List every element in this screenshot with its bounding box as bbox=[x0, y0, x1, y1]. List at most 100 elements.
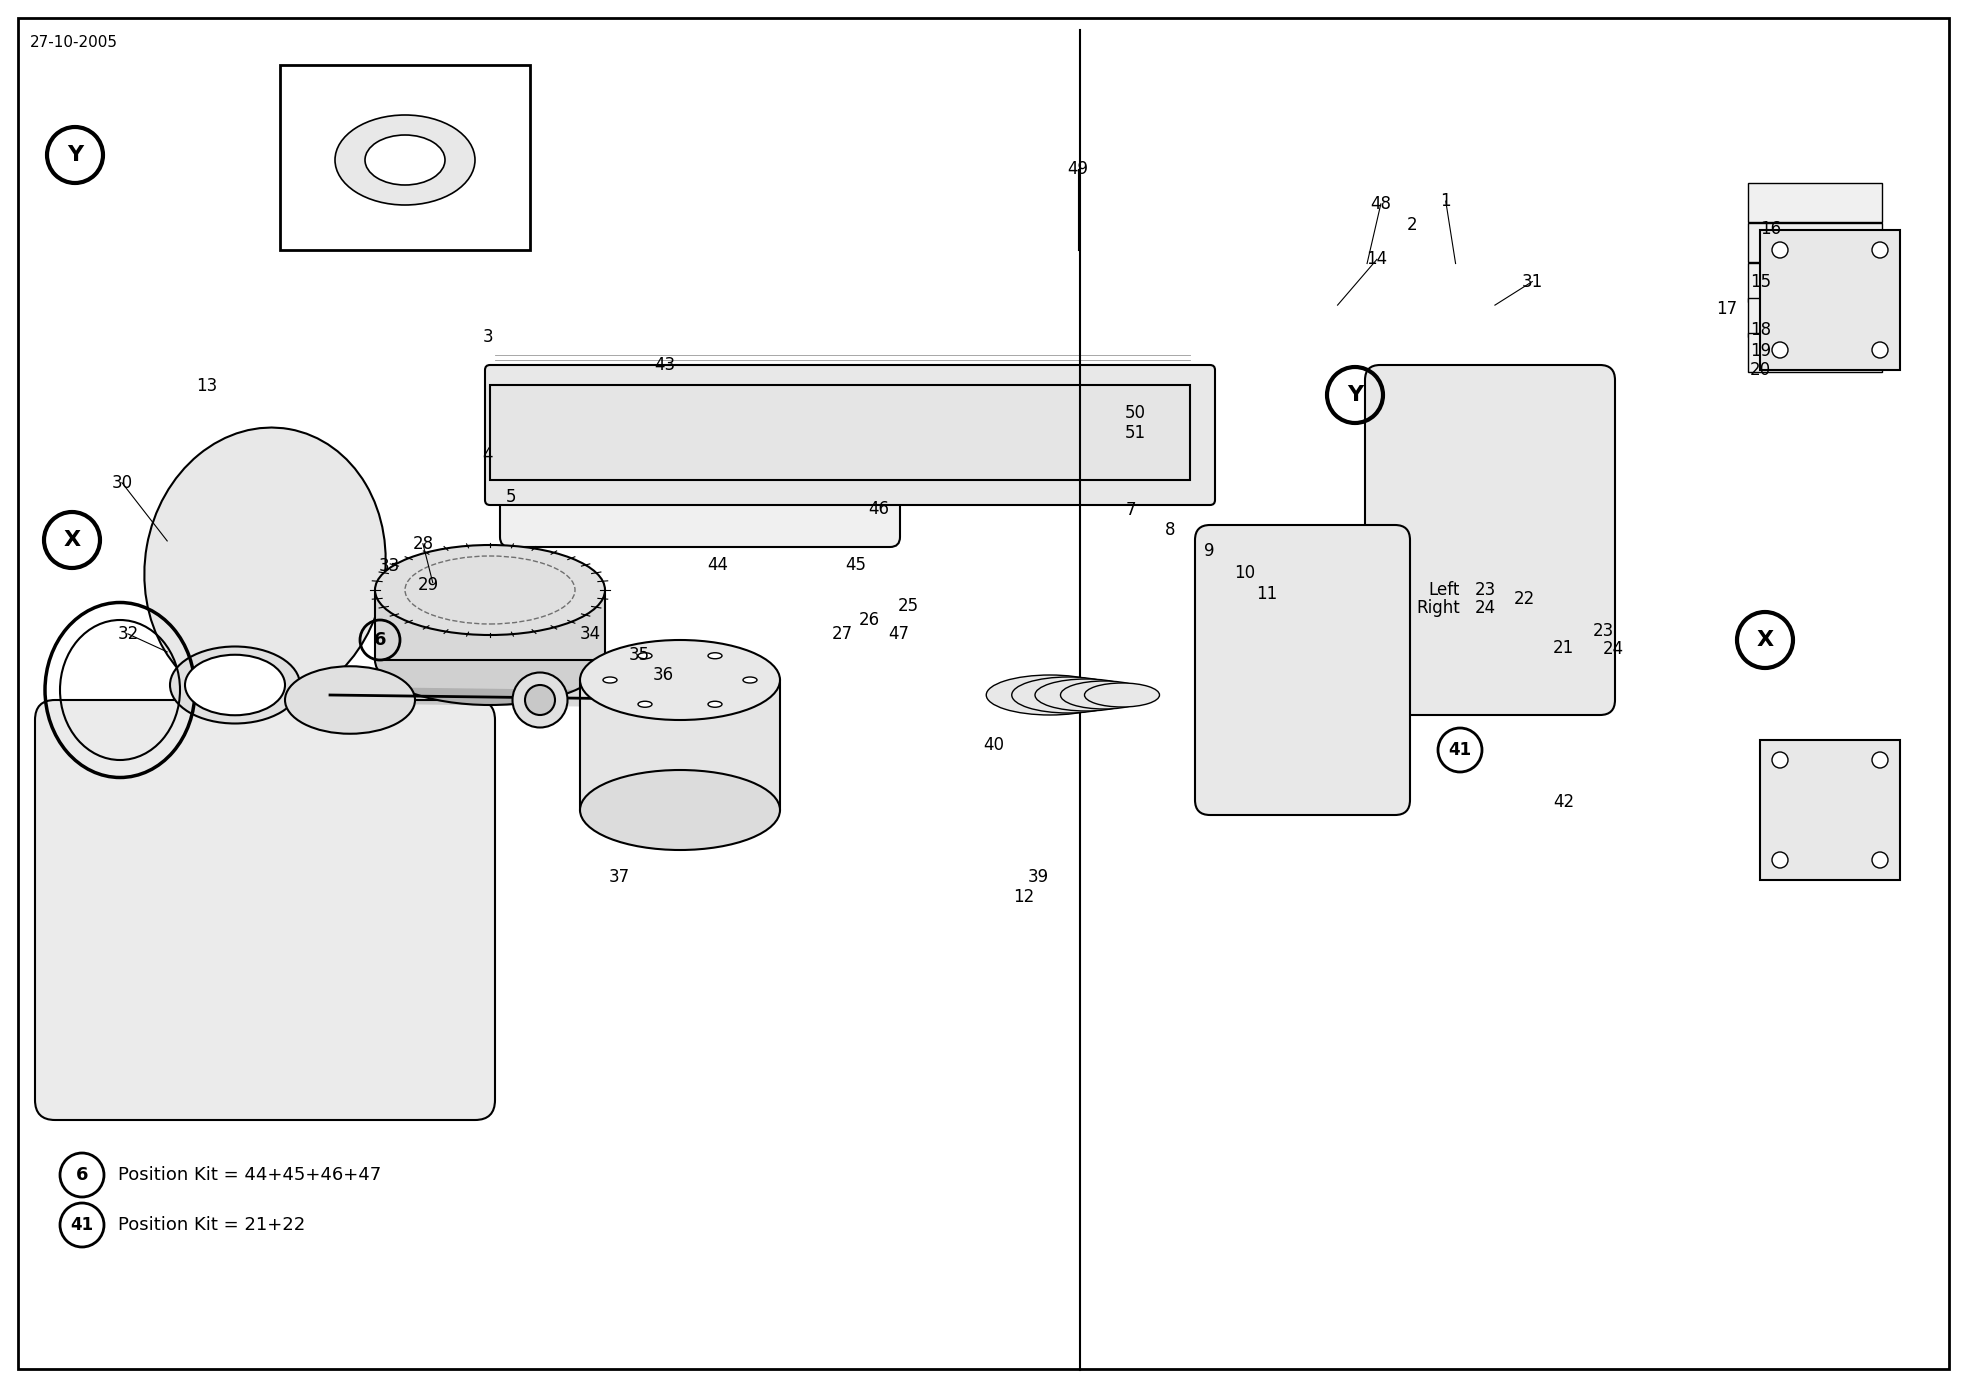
Text: X: X bbox=[1757, 630, 1774, 651]
Text: 3: 3 bbox=[482, 329, 494, 345]
Text: 40: 40 bbox=[984, 736, 1003, 753]
Text: 6: 6 bbox=[374, 631, 386, 649]
Text: 8: 8 bbox=[1164, 522, 1176, 538]
Ellipse shape bbox=[1060, 681, 1147, 709]
Ellipse shape bbox=[637, 653, 651, 659]
Text: 44: 44 bbox=[708, 556, 728, 573]
FancyBboxPatch shape bbox=[1365, 365, 1615, 716]
Text: 45: 45 bbox=[846, 556, 865, 573]
Text: 35: 35 bbox=[629, 646, 649, 663]
Text: 25: 25 bbox=[899, 598, 919, 614]
Bar bbox=[490, 386, 1190, 480]
Text: 29: 29 bbox=[419, 577, 439, 594]
Text: 39: 39 bbox=[1029, 868, 1048, 885]
Text: 21: 21 bbox=[1554, 639, 1574, 656]
Text: 18: 18 bbox=[1751, 322, 1770, 338]
FancyBboxPatch shape bbox=[35, 700, 496, 1119]
Ellipse shape bbox=[1035, 680, 1137, 712]
Text: 22: 22 bbox=[1515, 591, 1534, 608]
Ellipse shape bbox=[985, 675, 1113, 716]
Text: Y: Y bbox=[67, 146, 83, 165]
Text: 16: 16 bbox=[1760, 221, 1780, 237]
Ellipse shape bbox=[513, 673, 568, 728]
Text: 31: 31 bbox=[1522, 273, 1542, 290]
Ellipse shape bbox=[580, 770, 781, 850]
Text: 27: 27 bbox=[832, 626, 852, 642]
Text: 20: 20 bbox=[1751, 362, 1770, 379]
FancyBboxPatch shape bbox=[1749, 333, 1882, 372]
Text: 2: 2 bbox=[1406, 216, 1418, 233]
Bar bbox=[376, 589, 606, 660]
Text: 24: 24 bbox=[1475, 599, 1497, 617]
Text: 46: 46 bbox=[869, 501, 889, 517]
FancyBboxPatch shape bbox=[1749, 183, 1882, 222]
Bar bbox=[279, 65, 529, 250]
Text: 34: 34 bbox=[580, 626, 600, 642]
Text: 13: 13 bbox=[197, 377, 216, 394]
Text: 7: 7 bbox=[1125, 502, 1137, 519]
Text: 1: 1 bbox=[1440, 193, 1452, 209]
Text: 50: 50 bbox=[1125, 405, 1145, 422]
FancyBboxPatch shape bbox=[500, 406, 901, 546]
Text: 15: 15 bbox=[1751, 273, 1770, 290]
Text: 10: 10 bbox=[1235, 565, 1255, 581]
Ellipse shape bbox=[1011, 677, 1125, 713]
Circle shape bbox=[1772, 241, 1788, 258]
FancyBboxPatch shape bbox=[1749, 264, 1882, 302]
Ellipse shape bbox=[285, 666, 415, 734]
Circle shape bbox=[1873, 343, 1888, 358]
FancyBboxPatch shape bbox=[486, 365, 1216, 505]
FancyBboxPatch shape bbox=[1749, 223, 1882, 262]
Ellipse shape bbox=[744, 677, 757, 682]
Text: 24: 24 bbox=[1603, 641, 1625, 657]
FancyBboxPatch shape bbox=[1749, 298, 1882, 337]
Text: 33: 33 bbox=[380, 558, 399, 574]
Text: 36: 36 bbox=[653, 667, 673, 684]
Ellipse shape bbox=[1084, 682, 1159, 707]
Text: 11: 11 bbox=[1257, 585, 1277, 602]
Circle shape bbox=[1873, 752, 1888, 768]
Ellipse shape bbox=[580, 639, 781, 720]
Text: 51: 51 bbox=[1125, 424, 1145, 441]
Text: 6: 6 bbox=[77, 1166, 89, 1184]
Text: 49: 49 bbox=[1068, 161, 1088, 178]
Text: 41: 41 bbox=[1448, 741, 1471, 759]
Text: 9: 9 bbox=[1204, 542, 1216, 559]
FancyBboxPatch shape bbox=[1196, 526, 1410, 816]
Text: Position Kit = 44+45+46+47: Position Kit = 44+45+46+47 bbox=[118, 1166, 382, 1184]
Ellipse shape bbox=[637, 702, 651, 707]
Text: 19: 19 bbox=[1751, 343, 1770, 359]
Circle shape bbox=[1873, 241, 1888, 258]
Text: 26: 26 bbox=[860, 612, 879, 628]
Text: 17: 17 bbox=[1717, 301, 1737, 318]
Text: 5: 5 bbox=[506, 488, 517, 505]
Text: 14: 14 bbox=[1367, 251, 1387, 268]
Circle shape bbox=[1772, 343, 1788, 358]
Bar bbox=[1760, 741, 1900, 879]
Ellipse shape bbox=[604, 677, 618, 682]
Text: 32: 32 bbox=[118, 626, 138, 642]
Circle shape bbox=[1873, 852, 1888, 868]
Text: 37: 37 bbox=[610, 868, 629, 885]
Text: X: X bbox=[63, 530, 81, 551]
Text: Position Kit = 21+22: Position Kit = 21+22 bbox=[118, 1216, 305, 1234]
Text: 28: 28 bbox=[413, 535, 433, 552]
Text: Left: Left bbox=[1428, 581, 1460, 599]
Text: Right: Right bbox=[1416, 599, 1460, 617]
Text: 41: 41 bbox=[71, 1216, 94, 1234]
Circle shape bbox=[1772, 852, 1788, 868]
Ellipse shape bbox=[376, 614, 606, 705]
Text: 30: 30 bbox=[112, 474, 132, 491]
Ellipse shape bbox=[144, 427, 386, 706]
Ellipse shape bbox=[708, 702, 722, 707]
Text: 47: 47 bbox=[889, 626, 909, 642]
Text: 23: 23 bbox=[1475, 581, 1497, 599]
Bar bbox=[580, 680, 781, 810]
Ellipse shape bbox=[525, 685, 555, 716]
Text: 48: 48 bbox=[1371, 196, 1391, 212]
Ellipse shape bbox=[366, 135, 445, 184]
Text: 27-10-2005: 27-10-2005 bbox=[30, 35, 118, 50]
Ellipse shape bbox=[708, 653, 722, 659]
Text: 43: 43 bbox=[655, 356, 675, 373]
Ellipse shape bbox=[376, 545, 606, 635]
